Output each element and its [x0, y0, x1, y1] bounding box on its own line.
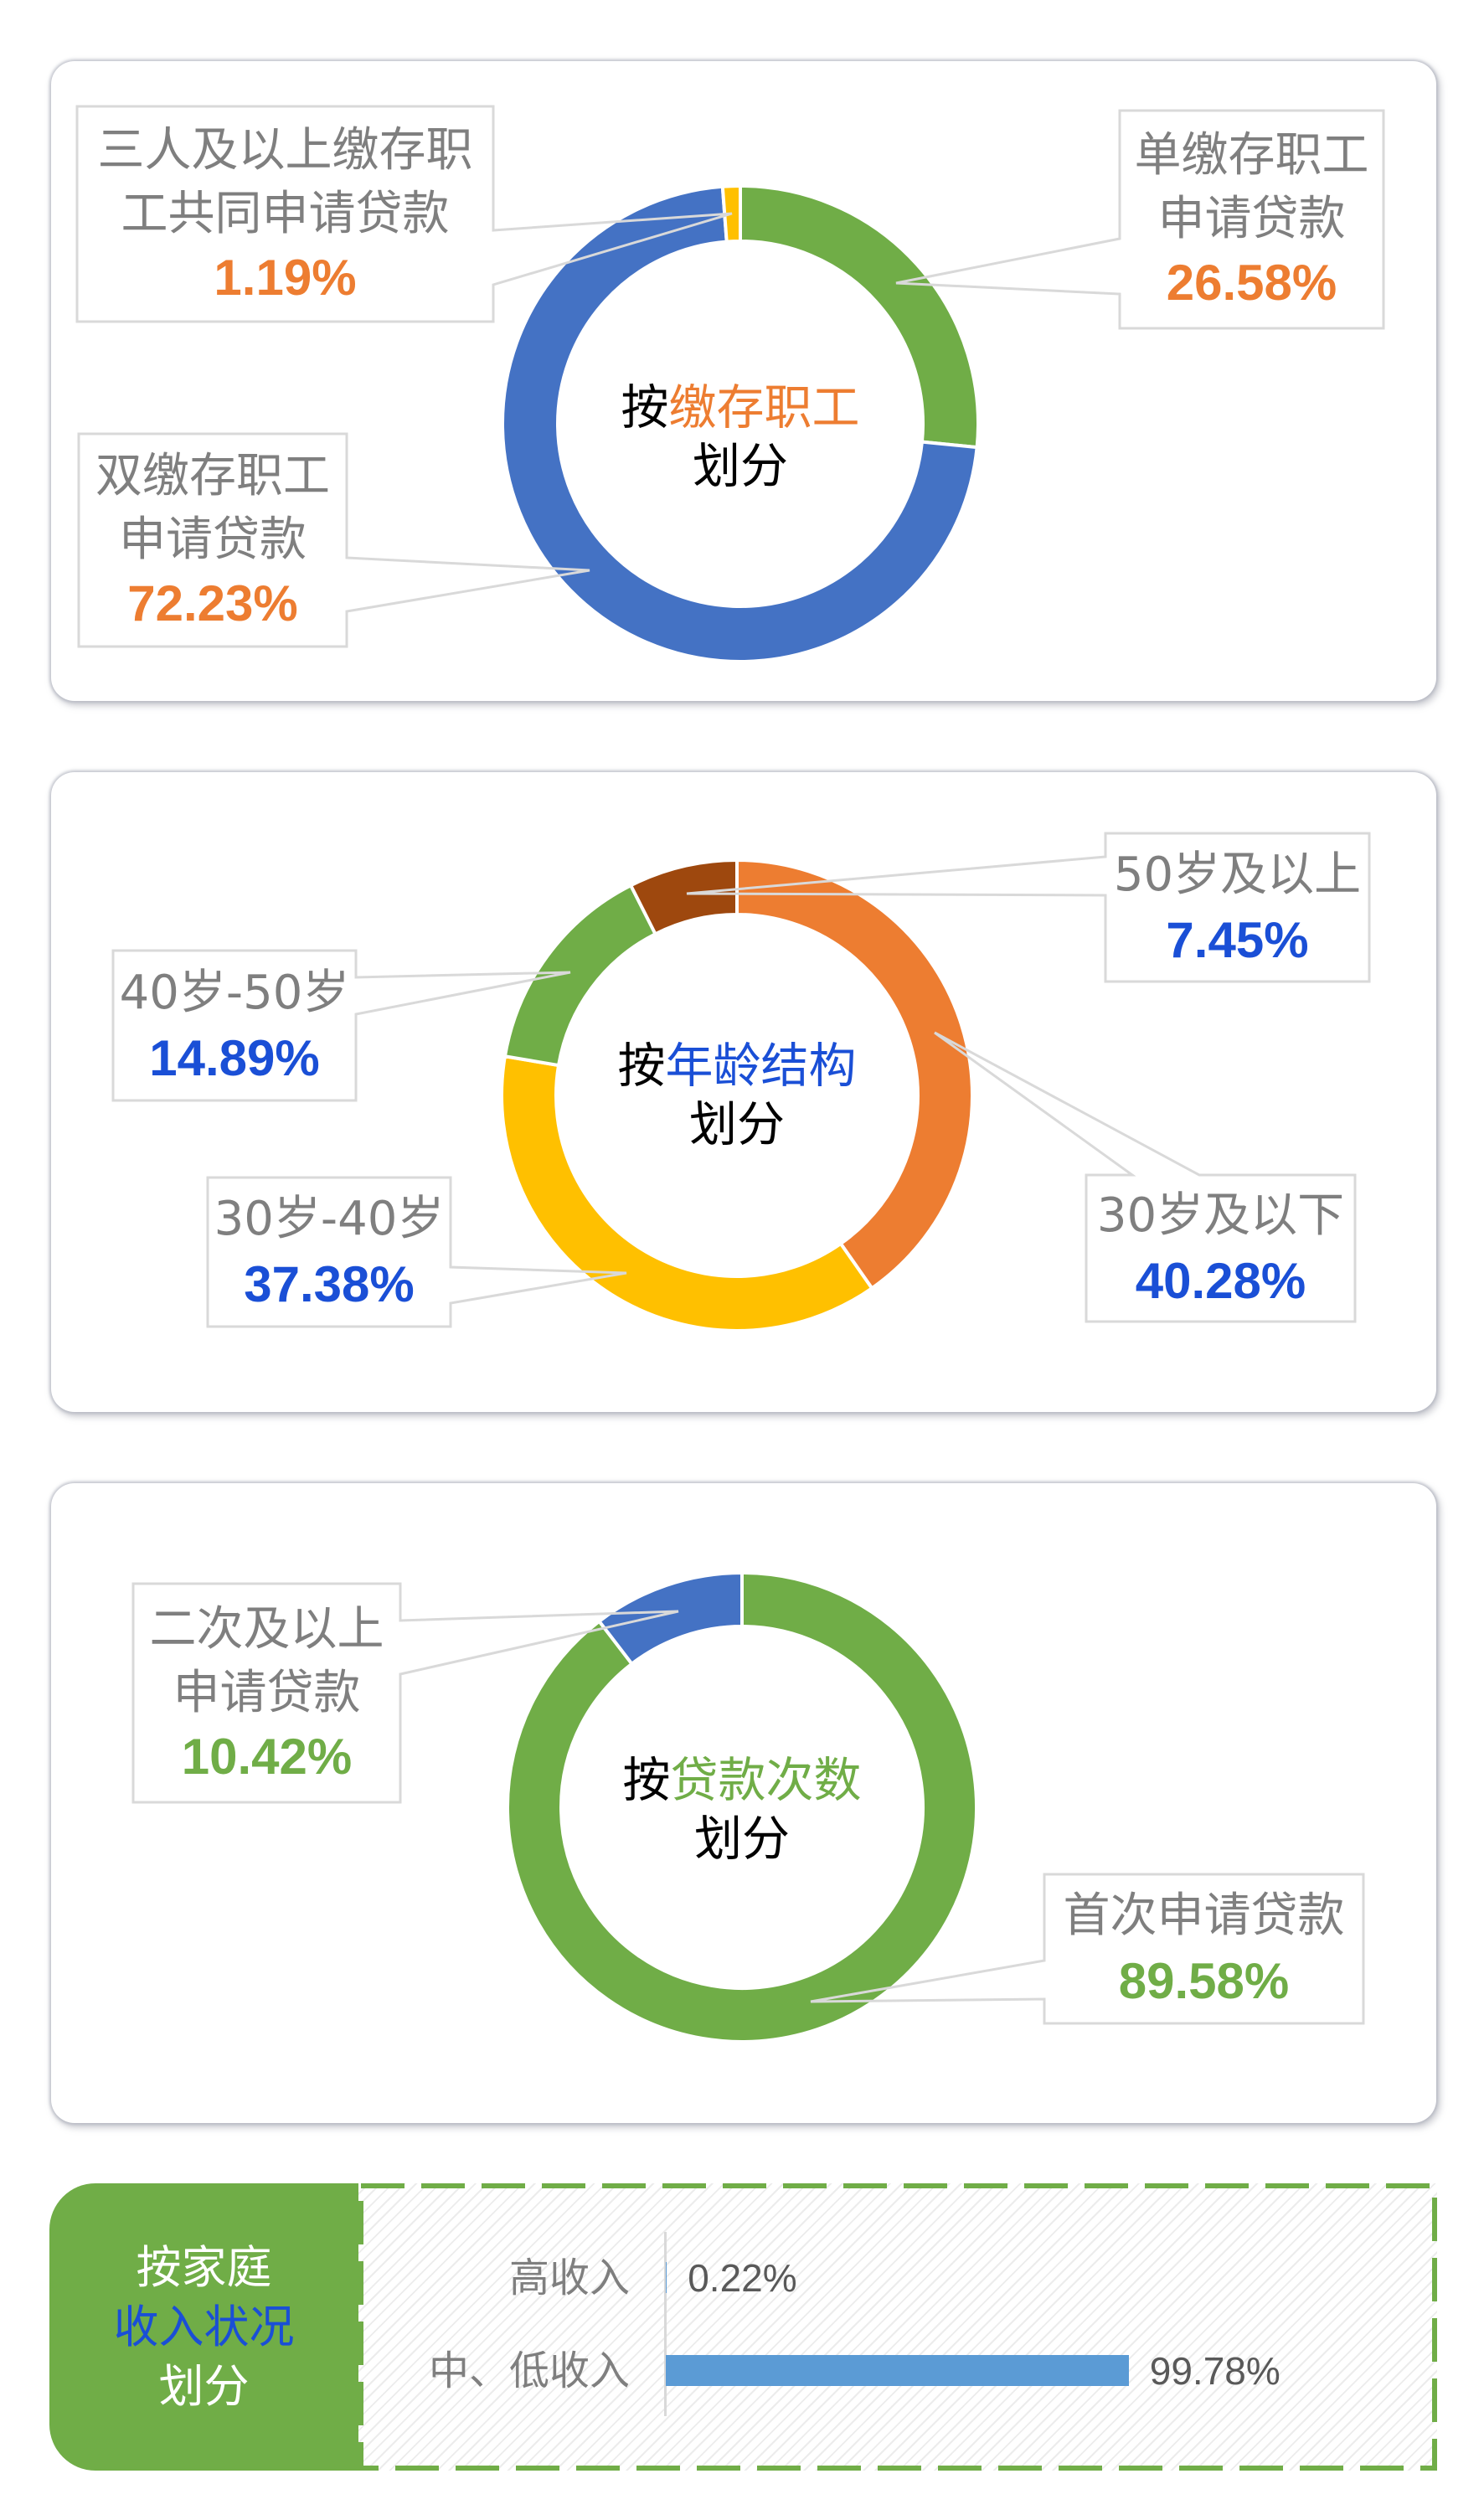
- category-label: 50岁及以上: [1113, 847, 1362, 902]
- donut-chart-loan-count: [131, 1570, 1365, 2043]
- donut-center-title: 按年龄结构 划分: [553, 1037, 921, 1154]
- value-label: 37.38%: [244, 1256, 415, 1312]
- callout-pointer-second-plus: [131, 1582, 679, 1804]
- value-label: 89.58%: [1118, 1953, 1290, 2009]
- title-prefix: 按: [621, 380, 669, 435]
- title-suffix: 划分: [689, 1097, 785, 1152]
- callout-pointer-age-30-40: [206, 1176, 627, 1328]
- category-label: 二次及以上: [149, 1601, 384, 1657]
- center-title-line-1: 按年龄结构: [553, 1037, 921, 1095]
- segment-first-loan: [506, 1570, 978, 2043]
- callout-label-three-plus: 三人及以上缴存职 工共同申请贷款 1.19%: [77, 106, 493, 322]
- value-label: 72.23%: [127, 575, 298, 631]
- value-label: 26.58%: [1166, 255, 1337, 311]
- category-label: 首次申请贷款: [1063, 1889, 1345, 1943]
- value-label: 7.45%: [1166, 911, 1309, 968]
- callout-pointer-age-30-below: [934, 1031, 1357, 1323]
- center-title-line-1: 按贷款次数: [558, 1751, 926, 1810]
- title-highlight: 缴存职工: [668, 380, 860, 435]
- callout-label-age-30-40: 30岁-40岁 37.38%: [208, 1178, 451, 1327]
- segment-dual-depositor: [501, 184, 979, 663]
- segment-age-30-below: [735, 858, 974, 1291]
- category-label: 申请贷款: [1157, 192, 1346, 246]
- donut-center-title: 按贷款次数 划分: [558, 1751, 926, 1868]
- card-loan-count-breakdown: 二次及以上 申请贷款 10.42% 首次申请贷款 89.58% 按贷款次数 划分: [51, 1483, 1436, 2123]
- dashed-border: [358, 2183, 1437, 2471]
- category-label: 三人及以上缴存职: [97, 122, 473, 178]
- segment-age-50-above: [628, 858, 739, 936]
- value-label: 40.28%: [1135, 1252, 1306, 1309]
- category-label: 40岁-50岁: [119, 965, 350, 1020]
- card-depositor-breakdown: 三人及以上缴存职 工共同申请贷款 1.19% 单缴存职工 申请贷款 26.58%…: [51, 61, 1436, 701]
- segment-second-plus-loan: [596, 1570, 744, 1667]
- bar-mid-low-income: [666, 2355, 1129, 2386]
- title-prefix: 按: [617, 1038, 666, 1094]
- segment-age-30-40: [500, 1054, 874, 1332]
- callout-label-single: 单缴存职工 申请贷款 26.58%: [1120, 111, 1384, 328]
- value-label: 10.42%: [181, 1728, 353, 1785]
- callout-pointer-three-plus: [75, 105, 733, 323]
- card-age-breakdown: 50岁及以上 7.45% 30岁及以下 40.28% 40岁-50岁 14.89…: [51, 772, 1436, 1412]
- value-label: 1.19%: [214, 249, 357, 306]
- title-highlight: 贷款次数: [670, 1753, 862, 1808]
- callout-label-dual: 双缴存职工 申请贷款 72.23%: [79, 434, 347, 647]
- title-prefix: 按: [622, 1753, 671, 1808]
- callout-pointer-single: [895, 109, 1385, 330]
- donut-center-title: 按缴存职工 划分: [556, 379, 925, 496]
- income-bar-chart: 高收入 中、低收入 0.22% 99.78%: [358, 2183, 1437, 2471]
- category-label-mid-low-income: 中、低收入: [428, 2347, 630, 2394]
- title-suffix: 划分: [694, 1811, 790, 1867]
- value-label-mid-low-income: 99.78%: [1149, 2349, 1280, 2393]
- title-suffix: 划分: [693, 439, 788, 494]
- callout-label-first: 首次申请贷款 89.58%: [1044, 1874, 1363, 2023]
- category-label: 申请贷款: [173, 1665, 361, 1720]
- callout-label-age-40-50: 40岁-50岁 14.89%: [113, 951, 356, 1100]
- category-label: 30岁-40岁: [214, 1192, 445, 1246]
- callout-pointer-age-40-50: [111, 949, 571, 1102]
- center-title-line-1: 按缴存职工: [556, 379, 925, 437]
- income-title-line-3: 划分: [158, 2360, 250, 2413]
- callout-label-age-30-below: 30岁及以下 40.28%: [1086, 1175, 1355, 1322]
- category-label-high-income: 高收入: [508, 2255, 630, 2301]
- callout-label-age-50-above: 50岁及以上 7.45%: [1105, 833, 1369, 982]
- value-label-high-income: 0.22%: [688, 2256, 797, 2300]
- category-label: 双缴存职工: [95, 449, 330, 503]
- category-axis-line: [664, 2232, 667, 2416]
- bar-high-income: [666, 2262, 667, 2293]
- income-panel-title: 按家庭 收入状况 划分: [49, 2183, 358, 2471]
- category-label: 工共同申请贷款: [121, 186, 450, 241]
- callout-pointer-age-50-above: [686, 832, 1371, 983]
- callout-label-second-plus: 二次及以上 申请贷款 10.42%: [133, 1584, 400, 1802]
- donut-chart-depositor: [75, 105, 1385, 663]
- callout-pointer-dual: [77, 432, 590, 648]
- title-highlight: 年龄结构: [665, 1038, 857, 1094]
- callout-pointer-first: [810, 1873, 1365, 2025]
- value-label: 14.89%: [149, 1029, 320, 1086]
- category-label: 30岁及以下: [1096, 1188, 1345, 1243]
- income-title-highlight: 收入状况: [113, 2301, 295, 2353]
- income-title-line-1: 按家庭: [136, 2241, 272, 2294]
- category-label: 申请贷款: [119, 513, 307, 567]
- category-label: 单缴存职工: [1134, 128, 1369, 183]
- donut-chart-age: [111, 832, 1371, 1332]
